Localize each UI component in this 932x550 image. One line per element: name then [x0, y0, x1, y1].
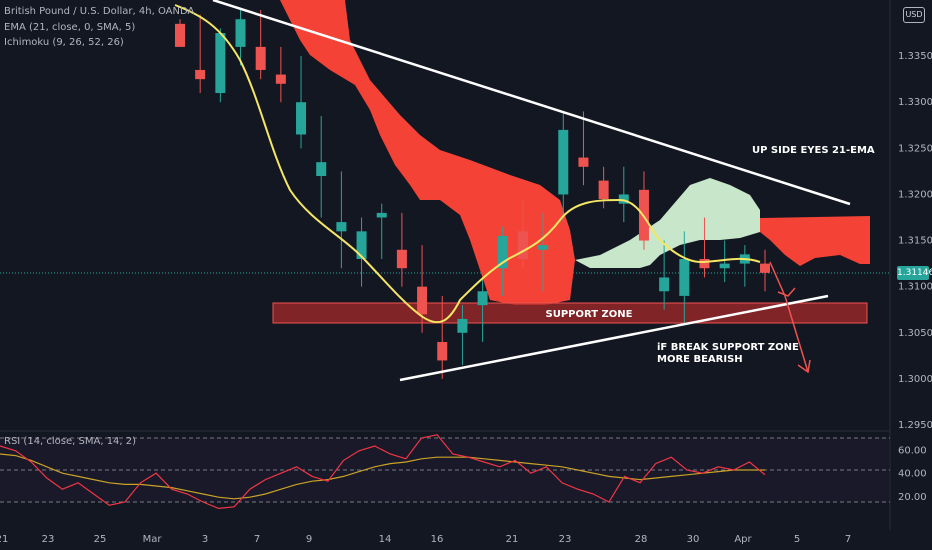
candle-body [517, 231, 528, 259]
current-price-badge: 1.31146 [897, 266, 932, 280]
candle-body [659, 277, 670, 292]
time-tick-label: 25 [94, 534, 107, 545]
candle-body [578, 157, 589, 167]
time-axis[interactable]: 21 23 25 Mar 3 7 9 14 16 21 23 28 30 Apr 5 7 [0, 534, 851, 545]
legend-ema[interactable]: EMA (21, close, 0, SMA, 5) [4, 22, 136, 33]
price-tick-label: 1.31000 [898, 282, 932, 293]
candle-body [316, 162, 327, 176]
time-tick-label: Apr [734, 534, 752, 545]
candle-body [296, 102, 307, 135]
candle-body [699, 259, 710, 269]
candle-body [396, 249, 407, 269]
price-tick-label: 1.32500 [898, 143, 932, 154]
candle-body [417, 286, 428, 315]
time-tick-label: 28 [635, 534, 648, 545]
rsi-layer [0, 434, 766, 510]
time-tick-label: 21 [506, 534, 519, 545]
price-tick-label: 1.33500 [898, 51, 932, 62]
candle-body [336, 222, 347, 232]
price-tick-label: 1.33000 [898, 97, 932, 108]
price-tick-label: 1.29500 [898, 420, 932, 431]
time-tick-label: 7 [254, 534, 260, 545]
currency-button[interactable]: USD [903, 7, 925, 23]
legend-rsi[interactable]: RSI (14, close, SMA, 14, 2) [4, 436, 137, 447]
ichimoku-cloud-bear [280, 0, 575, 305]
price-axis[interactable]: 1.33500 1.33000 1.32500 1.32000 1.31500 1.310… [898, 51, 932, 431]
candle-body [437, 342, 448, 361]
legend-ichimoku[interactable]: Ichimoku (9, 26, 52, 26) [4, 37, 124, 48]
time-tick-label: 21 [0, 534, 8, 545]
arrow-head-small-icon [777, 287, 796, 297]
candle-body [195, 69, 206, 80]
upper-trendline[interactable] [212, 0, 851, 206]
time-tick-label: 7 [845, 534, 851, 545]
bearish-arrow-path [769, 261, 809, 373]
rsi-tick-label: 40.00 [898, 469, 927, 480]
price-tick-label: 1.30000 [898, 374, 932, 385]
candle-body [457, 318, 468, 333]
candle-body [215, 33, 226, 93]
time-tick-label: 23 [42, 534, 55, 545]
price-tick-label: 1.31500 [898, 236, 932, 247]
time-tick-label: 3 [202, 534, 208, 545]
candle-body [235, 19, 246, 47]
time-tick-label: 23 [559, 534, 572, 545]
ema-line [174, 4, 761, 324]
candle-body [598, 180, 609, 200]
candle-body [719, 263, 730, 269]
time-tick-label: 16 [431, 534, 444, 545]
candle-body [275, 74, 286, 84]
candle-body [760, 263, 770, 273]
support-zone-label: SUPPORT ZONE [546, 309, 633, 320]
rsi-axis[interactable]: 60.00 40.00 20.00 [898, 445, 927, 503]
time-tick-label: 30 [687, 534, 700, 545]
candle-body [255, 46, 266, 70]
ichimoku-cloud-bull [575, 178, 760, 268]
candle-body [558, 129, 569, 195]
candle-body [175, 23, 185, 47]
candle-body [618, 194, 629, 204]
price-tick-label: 1.30500 [898, 328, 932, 339]
candle-body [376, 212, 387, 218]
legend-symbol[interactable]: British Pound / U.S. Dollar, 4h, OANDA [4, 6, 195, 17]
rsi-line [0, 434, 766, 510]
candle-body [538, 245, 549, 250]
price-tick-label: 1.32000 [898, 189, 932, 200]
time-tick-label: Mar [143, 534, 163, 545]
rsi-tick-label: 60.00 [898, 445, 927, 456]
time-tick-label: 5 [794, 534, 800, 545]
candles-layer [175, 10, 770, 379]
time-tick-label: 14 [379, 534, 392, 545]
rsi-tick-label: 20.00 [898, 492, 927, 503]
candle-body [477, 291, 488, 306]
break-annotation-line2: MORE BEARISH [657, 354, 743, 365]
arrow-head-icon [797, 359, 811, 374]
rsi-ma-line [0, 453, 765, 500]
candle-body [356, 231, 367, 259]
lower-trendline[interactable] [399, 294, 829, 382]
time-tick-label: 9 [306, 534, 312, 545]
candle-body [679, 259, 690, 296]
candle-body [497, 235, 508, 269]
break-annotation-line1: iF BREAK SUPPORT ZONE [657, 342, 799, 353]
upside-annotation: UP SIDE EYES 21-EMA [752, 145, 875, 156]
ichimoku-cloud-bear-right [760, 216, 870, 266]
